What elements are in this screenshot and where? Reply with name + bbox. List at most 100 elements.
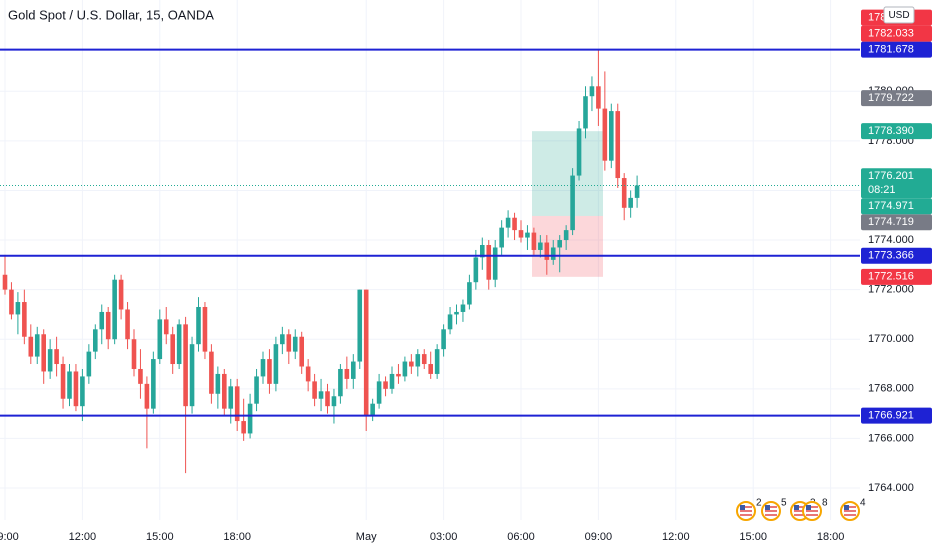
grid (0, 0, 860, 520)
axis-labels: 1764.000 1766.000 1768.000 1770.000 1772.000… (0, 6, 932, 543)
price-label: 1774.719 (868, 216, 914, 228)
y-tick-label: 1766.000 (868, 432, 914, 444)
candle-body (434, 349, 440, 374)
x-tick-label: 12:00 (662, 531, 690, 543)
price-label: 1778.390 (868, 125, 914, 137)
candle-body (118, 279, 124, 310)
candle-body (402, 361, 408, 377)
candle-body (41, 334, 46, 372)
candle-body (467, 282, 472, 305)
x-tick-label: 09:00 (585, 531, 613, 543)
candle-body (460, 304, 466, 312)
candle-body (602, 108, 608, 161)
price-label-box (861, 268, 932, 285)
price-label-box (861, 247, 932, 264)
candle-body (396, 373, 401, 377)
candle-body (60, 364, 66, 399)
flag-canton (806, 505, 811, 510)
candle-body (112, 279, 117, 340)
candle-body (609, 111, 614, 161)
candle-body (531, 232, 537, 250)
candle-body (312, 381, 317, 399)
candle-body (634, 185, 640, 198)
candle-body (538, 242, 543, 250)
candle-body (202, 306, 208, 352)
currency: USD (888, 10, 909, 21)
candle-body (241, 421, 246, 434)
candle-body (615, 111, 621, 179)
candle-body (338, 368, 343, 397)
candle-body (15, 302, 21, 315)
candle-body (9, 289, 14, 315)
price-label-box (861, 407, 932, 424)
candle-body (151, 359, 156, 409)
event-icons[interactable]: 25384 (736, 498, 866, 521)
candles (2, 49, 640, 474)
candle-body (299, 336, 304, 367)
candle-body (260, 359, 266, 377)
candle-body (47, 349, 53, 372)
price-label-box (861, 41, 932, 58)
candle-body (209, 351, 214, 394)
candle-body (415, 354, 421, 367)
candle-body (441, 329, 446, 350)
time-axis (0, 520, 932, 550)
candle-body (596, 86, 601, 109)
flag-canton (740, 505, 745, 510)
x-tick-label: 15:00 (146, 531, 174, 543)
candle-body (176, 324, 182, 365)
candle-body (215, 373, 221, 394)
chart-title: Gold Spot / U.S. Dollar, 15, OANDA (8, 7, 214, 22)
candle-body (86, 351, 92, 377)
price-label-box (861, 214, 932, 231)
candle-body (331, 396, 337, 407)
candle-body (473, 257, 479, 283)
price-label-box (861, 198, 932, 215)
x-tick-label: May (356, 531, 377, 543)
horizontal-lines (0, 48, 860, 417)
countdown: 08:21 (868, 184, 896, 196)
y-tick-label: 1770.000 (868, 333, 914, 345)
y-tick-label: 1768.000 (868, 383, 914, 395)
flag-canton (844, 505, 849, 510)
x-tick-label: 18:00 (223, 531, 251, 543)
y-tick-label: 1774.000 (868, 234, 914, 246)
price-label: 1782.033 (868, 28, 914, 40)
candle-body (370, 403, 375, 417)
candle-body (409, 361, 414, 367)
price-label-box (861, 168, 932, 199)
candle-body (550, 247, 556, 260)
x-tick-label: 09:00 (0, 531, 19, 543)
x-tick-label: 15:00 (739, 531, 767, 543)
candle-body (544, 242, 550, 260)
event-count: 4 (860, 498, 866, 509)
x-tick-label: 18:00 (817, 531, 845, 543)
candle-body (170, 334, 175, 365)
candle-body (318, 391, 324, 399)
candle-body (163, 319, 169, 335)
candle-body (254, 376, 259, 404)
event-count: 2 (756, 498, 762, 509)
candle-body (344, 368, 350, 379)
candle-body (247, 403, 253, 434)
price-label: 1772.516 (868, 271, 914, 283)
candle-body (525, 232, 530, 238)
candle-body (351, 361, 356, 379)
candle-body (22, 302, 27, 337)
candle-body (286, 334, 292, 352)
candle-body (234, 386, 240, 422)
candle-body (428, 364, 433, 374)
candle-body (157, 319, 163, 360)
candle-body (183, 324, 188, 407)
flag-canton (794, 505, 799, 510)
position-tool (532, 131, 603, 277)
event-count: 5 (781, 498, 787, 509)
profit-zone (532, 131, 603, 216)
price-label: 1776.201 (868, 170, 914, 182)
candle-body (628, 197, 633, 208)
candle-body (454, 311, 459, 315)
candle-body (305, 366, 311, 382)
candle-body (563, 230, 569, 241)
price-label: 1779.722 (868, 92, 914, 104)
